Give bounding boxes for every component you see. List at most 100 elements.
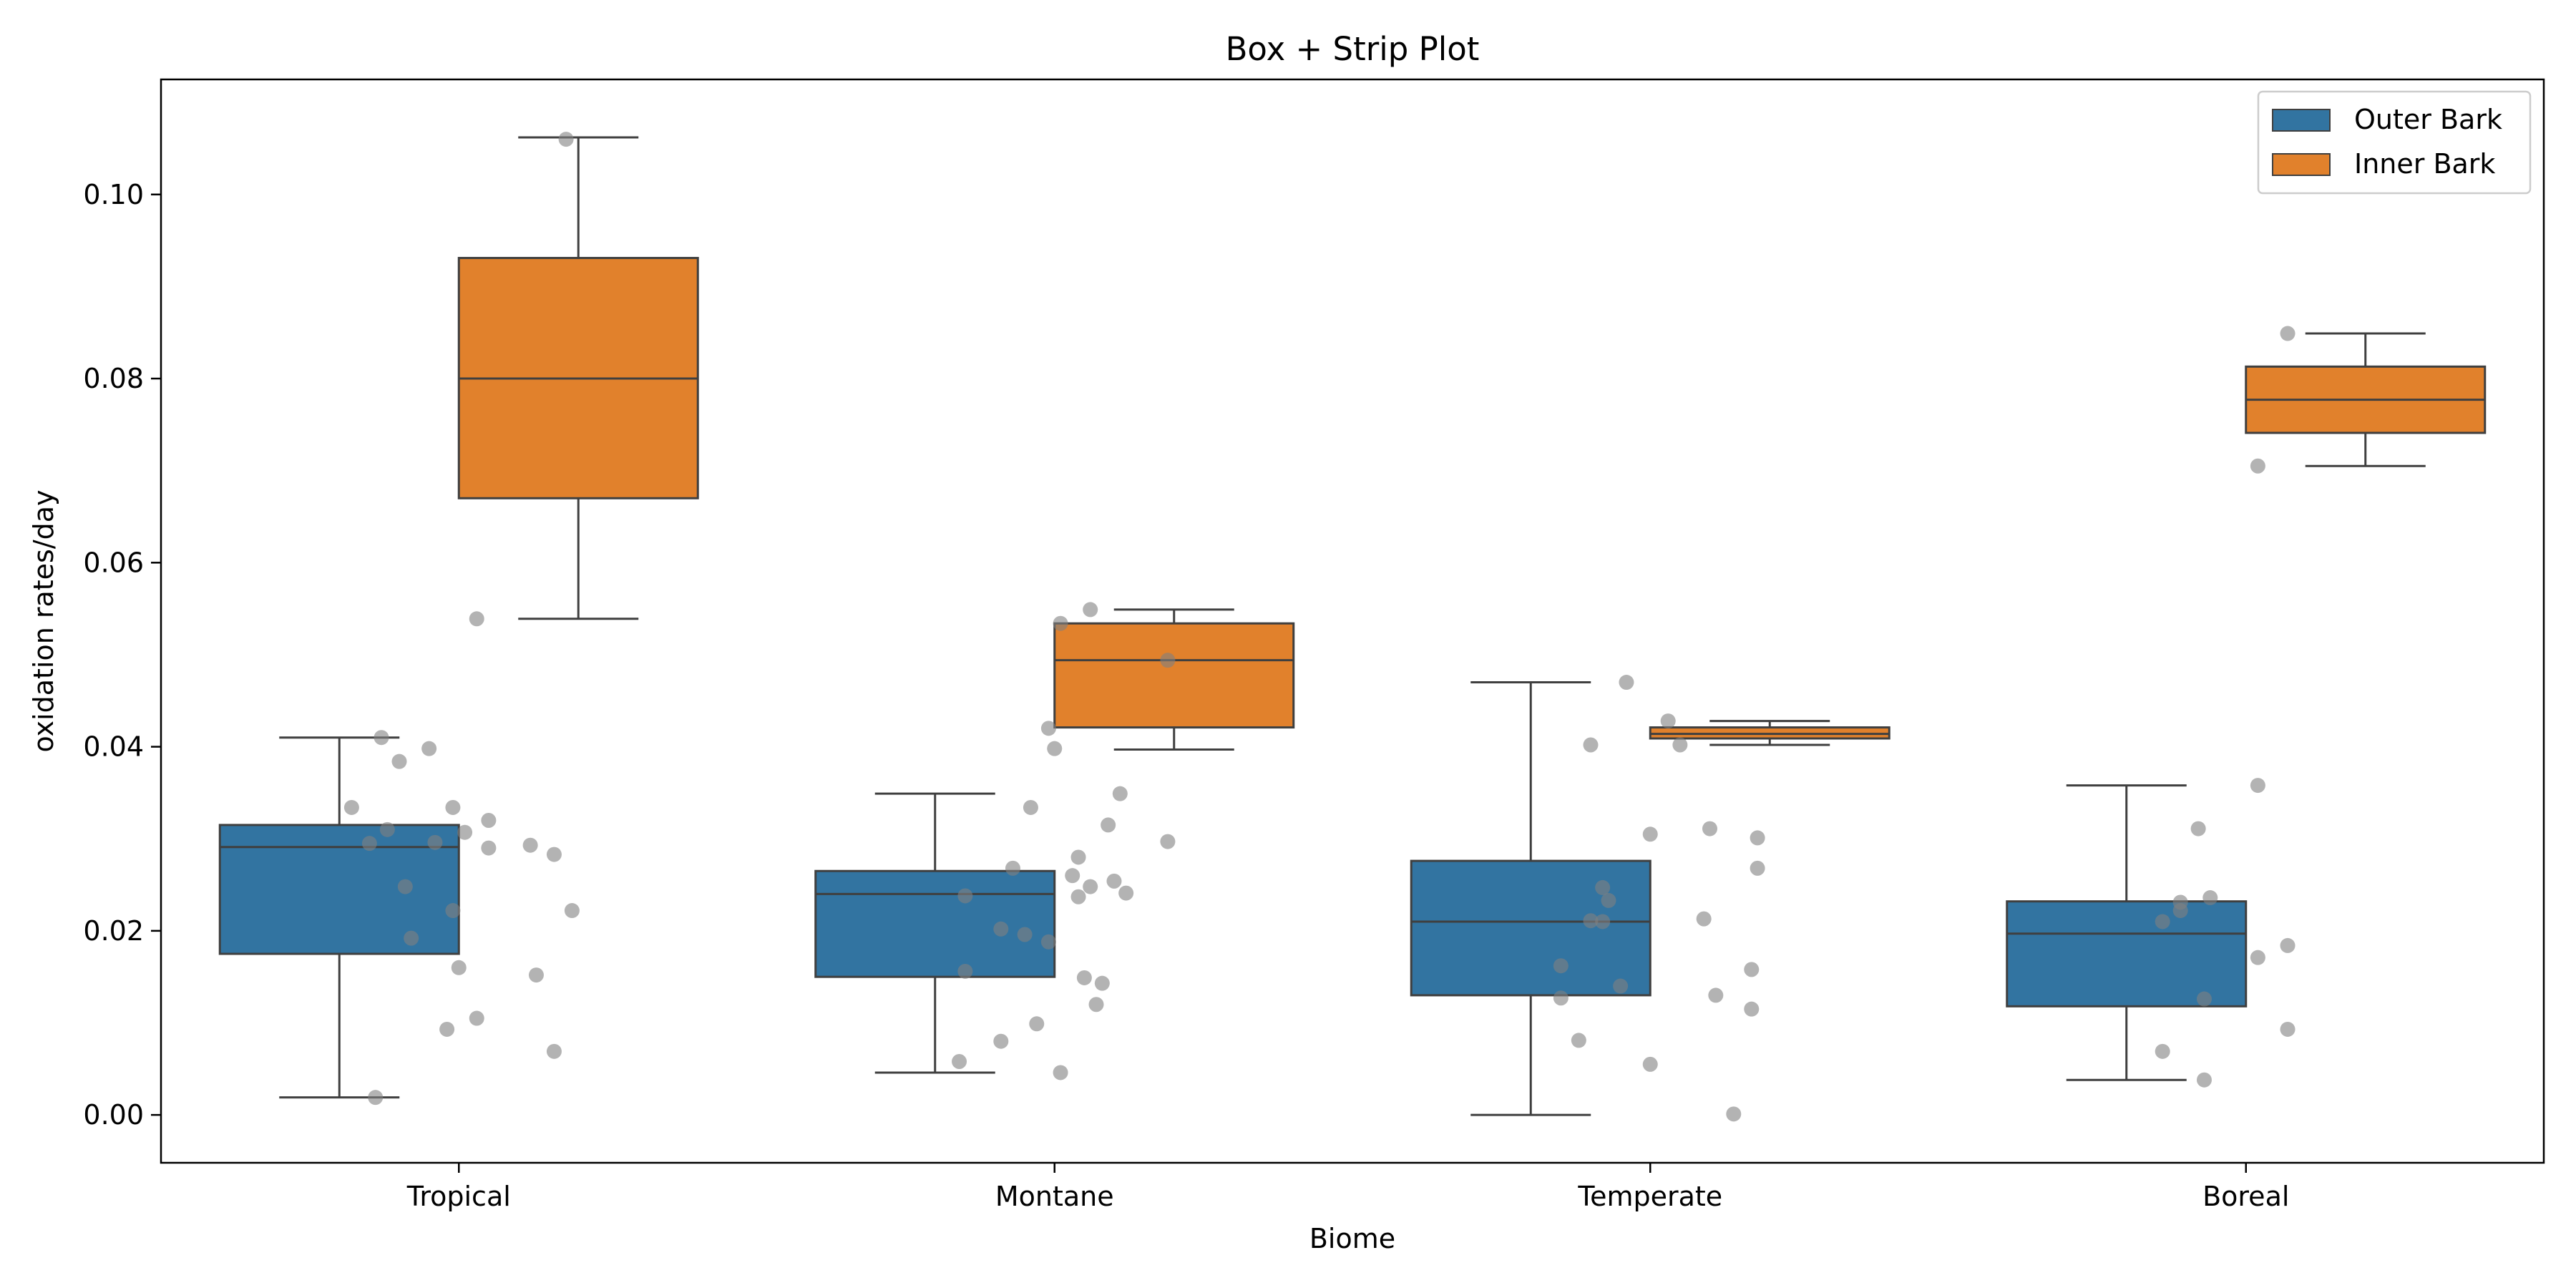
legend: Outer Bark Inner Bark <box>2257 90 2532 195</box>
strip-point <box>374 730 389 746</box>
plot-area <box>218 136 2487 1116</box>
y-axis-label: oxidation rates/day <box>28 489 59 752</box>
strip-point <box>993 1033 1009 1049</box>
strip-point <box>1642 826 1658 842</box>
strip-point <box>1112 786 1128 801</box>
strip-point <box>1613 978 1629 994</box>
strip-point <box>469 611 484 627</box>
strip-point <box>379 821 395 837</box>
strip-point <box>2250 458 2265 474</box>
strip-point <box>1106 873 1122 889</box>
strip-point <box>421 741 437 756</box>
x-axis-label: Biome <box>1309 1223 1395 1254</box>
strip-point <box>1017 927 1033 942</box>
strip-point <box>2250 950 2265 965</box>
strip-point <box>1553 990 1568 1006</box>
strip-point <box>1595 879 1611 895</box>
box-montane-inner-bark <box>1053 608 1295 751</box>
strip-point <box>1101 817 1116 833</box>
strip-point <box>457 824 473 840</box>
strip-point <box>1023 799 1038 815</box>
strip-point <box>1070 889 1086 904</box>
box-montane-outer-bark <box>814 792 1056 1074</box>
strip-point <box>1040 934 1056 950</box>
y-tick-label: 0.00 <box>83 1099 144 1131</box>
strip-point <box>343 799 359 815</box>
legend-swatch-inner-bark <box>2272 153 2331 176</box>
legend-label-outer-bark: Outer Bark <box>2354 104 2502 135</box>
strip-point <box>1005 860 1020 876</box>
strip-point <box>1696 911 1712 927</box>
plot-frame <box>160 78 2545 1164</box>
strip-point <box>2196 991 2212 1007</box>
strip-point <box>1083 879 1098 894</box>
strip-point <box>1076 970 1092 985</box>
strip-point <box>368 1090 384 1106</box>
strip-points <box>343 132 2296 1122</box>
strip-point <box>1040 721 1056 736</box>
strip-point <box>445 903 461 919</box>
strip-point <box>993 921 1009 937</box>
strip-point <box>391 753 407 769</box>
strip-point <box>2155 1043 2170 1059</box>
strip-point <box>1583 913 1599 929</box>
strip-point <box>1160 653 1176 668</box>
strip-point <box>2190 821 2206 836</box>
strip-point <box>1053 1065 1068 1080</box>
box-temperate-inner-bark <box>1649 720 1890 746</box>
y-tick-label: 0.02 <box>83 915 144 947</box>
strip-point <box>1571 1033 1586 1048</box>
x-tick-label-temperate: Temperate <box>1577 1181 1722 1212</box>
box-tropical-inner-bark <box>457 136 699 620</box>
strip-point <box>952 1054 967 1070</box>
x-tick-label-tropical: Tropical <box>406 1181 511 1212</box>
strip-point <box>451 960 467 975</box>
strip-point <box>564 903 580 919</box>
strip-point <box>481 840 497 856</box>
strip-point <box>1053 615 1068 631</box>
strip-point <box>1595 914 1611 930</box>
strip-point <box>404 930 419 946</box>
legend-label-inner-bark: Inner Bark <box>2354 148 2495 180</box>
strip-point <box>469 1010 484 1026</box>
strip-point <box>397 879 413 894</box>
strip-point <box>1726 1106 1742 1122</box>
y-tick-label: 0.08 <box>83 363 144 394</box>
strip-point <box>1750 860 1765 876</box>
y-axis: 0.00 0.02 0.04 0.06 0.08 0.10 <box>83 179 161 1131</box>
x-tick-label-boreal: Boreal <box>2202 1181 2289 1212</box>
y-tick-label: 0.04 <box>83 731 144 763</box>
strip-point <box>522 837 538 853</box>
strip-point <box>1708 987 1724 1003</box>
box-boreal-outer-bark <box>2006 784 2248 1081</box>
strip-point <box>1702 821 1717 836</box>
strip-point <box>361 836 377 852</box>
strip-point <box>1094 975 1110 991</box>
strip-point <box>2280 326 2296 341</box>
x-axis: Tropical Montane Temperate Boreal <box>406 1163 2289 1212</box>
strip-point <box>1029 1016 1045 1032</box>
strip-point <box>1744 962 1760 977</box>
box-iqr <box>1053 622 1295 729</box>
strip-point <box>2202 890 2218 906</box>
box-iqr <box>1410 859 1652 997</box>
y-tick-label: 0.06 <box>83 547 144 578</box>
strip-point <box>1583 737 1599 753</box>
strip-point <box>1070 849 1086 865</box>
strip-point <box>481 812 497 828</box>
strip-point <box>2172 894 2188 910</box>
legend-swatch-outer-bark <box>2272 109 2331 132</box>
y-tick-label: 0.10 <box>83 179 144 210</box>
strip-point <box>439 1021 455 1037</box>
strip-point <box>957 963 973 979</box>
strip-point <box>1660 713 1676 729</box>
strip-point <box>1160 834 1176 849</box>
box-temperate-outer-bark <box>1410 681 1652 1116</box>
strip-point <box>558 132 574 147</box>
strip-point <box>546 847 562 862</box>
strip-point <box>957 888 973 904</box>
strip-point <box>1672 737 1688 753</box>
strip-point <box>445 799 461 815</box>
strip-point <box>1065 868 1080 884</box>
